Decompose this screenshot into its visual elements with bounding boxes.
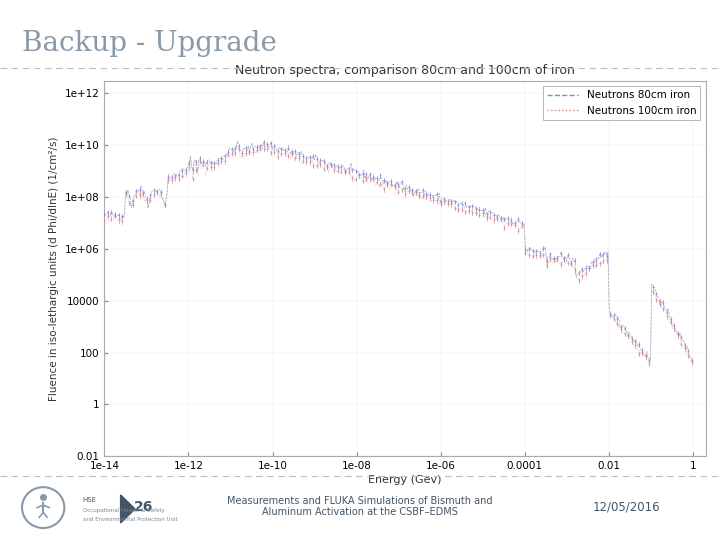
Text: 26: 26 xyxy=(135,500,153,514)
Text: HSE: HSE xyxy=(83,496,96,503)
Text: Measurements and FLUKA Simulations of Bismuth and
Aluminum Activation at the CSB: Measurements and FLUKA Simulations of Bi… xyxy=(228,496,492,517)
Text: and Environmental Protection Unit: and Environmental Protection Unit xyxy=(83,517,177,522)
Text: Occupational Health & Safety: Occupational Health & Safety xyxy=(83,508,165,513)
X-axis label: Energy (Gev): Energy (Gev) xyxy=(368,475,442,485)
Y-axis label: Fluence in iso-lethargic units (d Phi/dlnE) (1/cm²/s): Fluence in iso-lethargic units (d Phi/dl… xyxy=(49,137,59,401)
Title: Neutron spectra, comparison 80cm and 100cm of iron: Neutron spectra, comparison 80cm and 100… xyxy=(235,64,575,77)
Text: Backup - Upgrade: Backup - Upgrade xyxy=(22,30,276,57)
Polygon shape xyxy=(121,495,135,523)
Legend: Neutrons 80cm iron, Neutrons 100cm iron: Neutrons 80cm iron, Neutrons 100cm iron xyxy=(543,86,701,120)
Text: 12/05/2016: 12/05/2016 xyxy=(593,500,660,513)
